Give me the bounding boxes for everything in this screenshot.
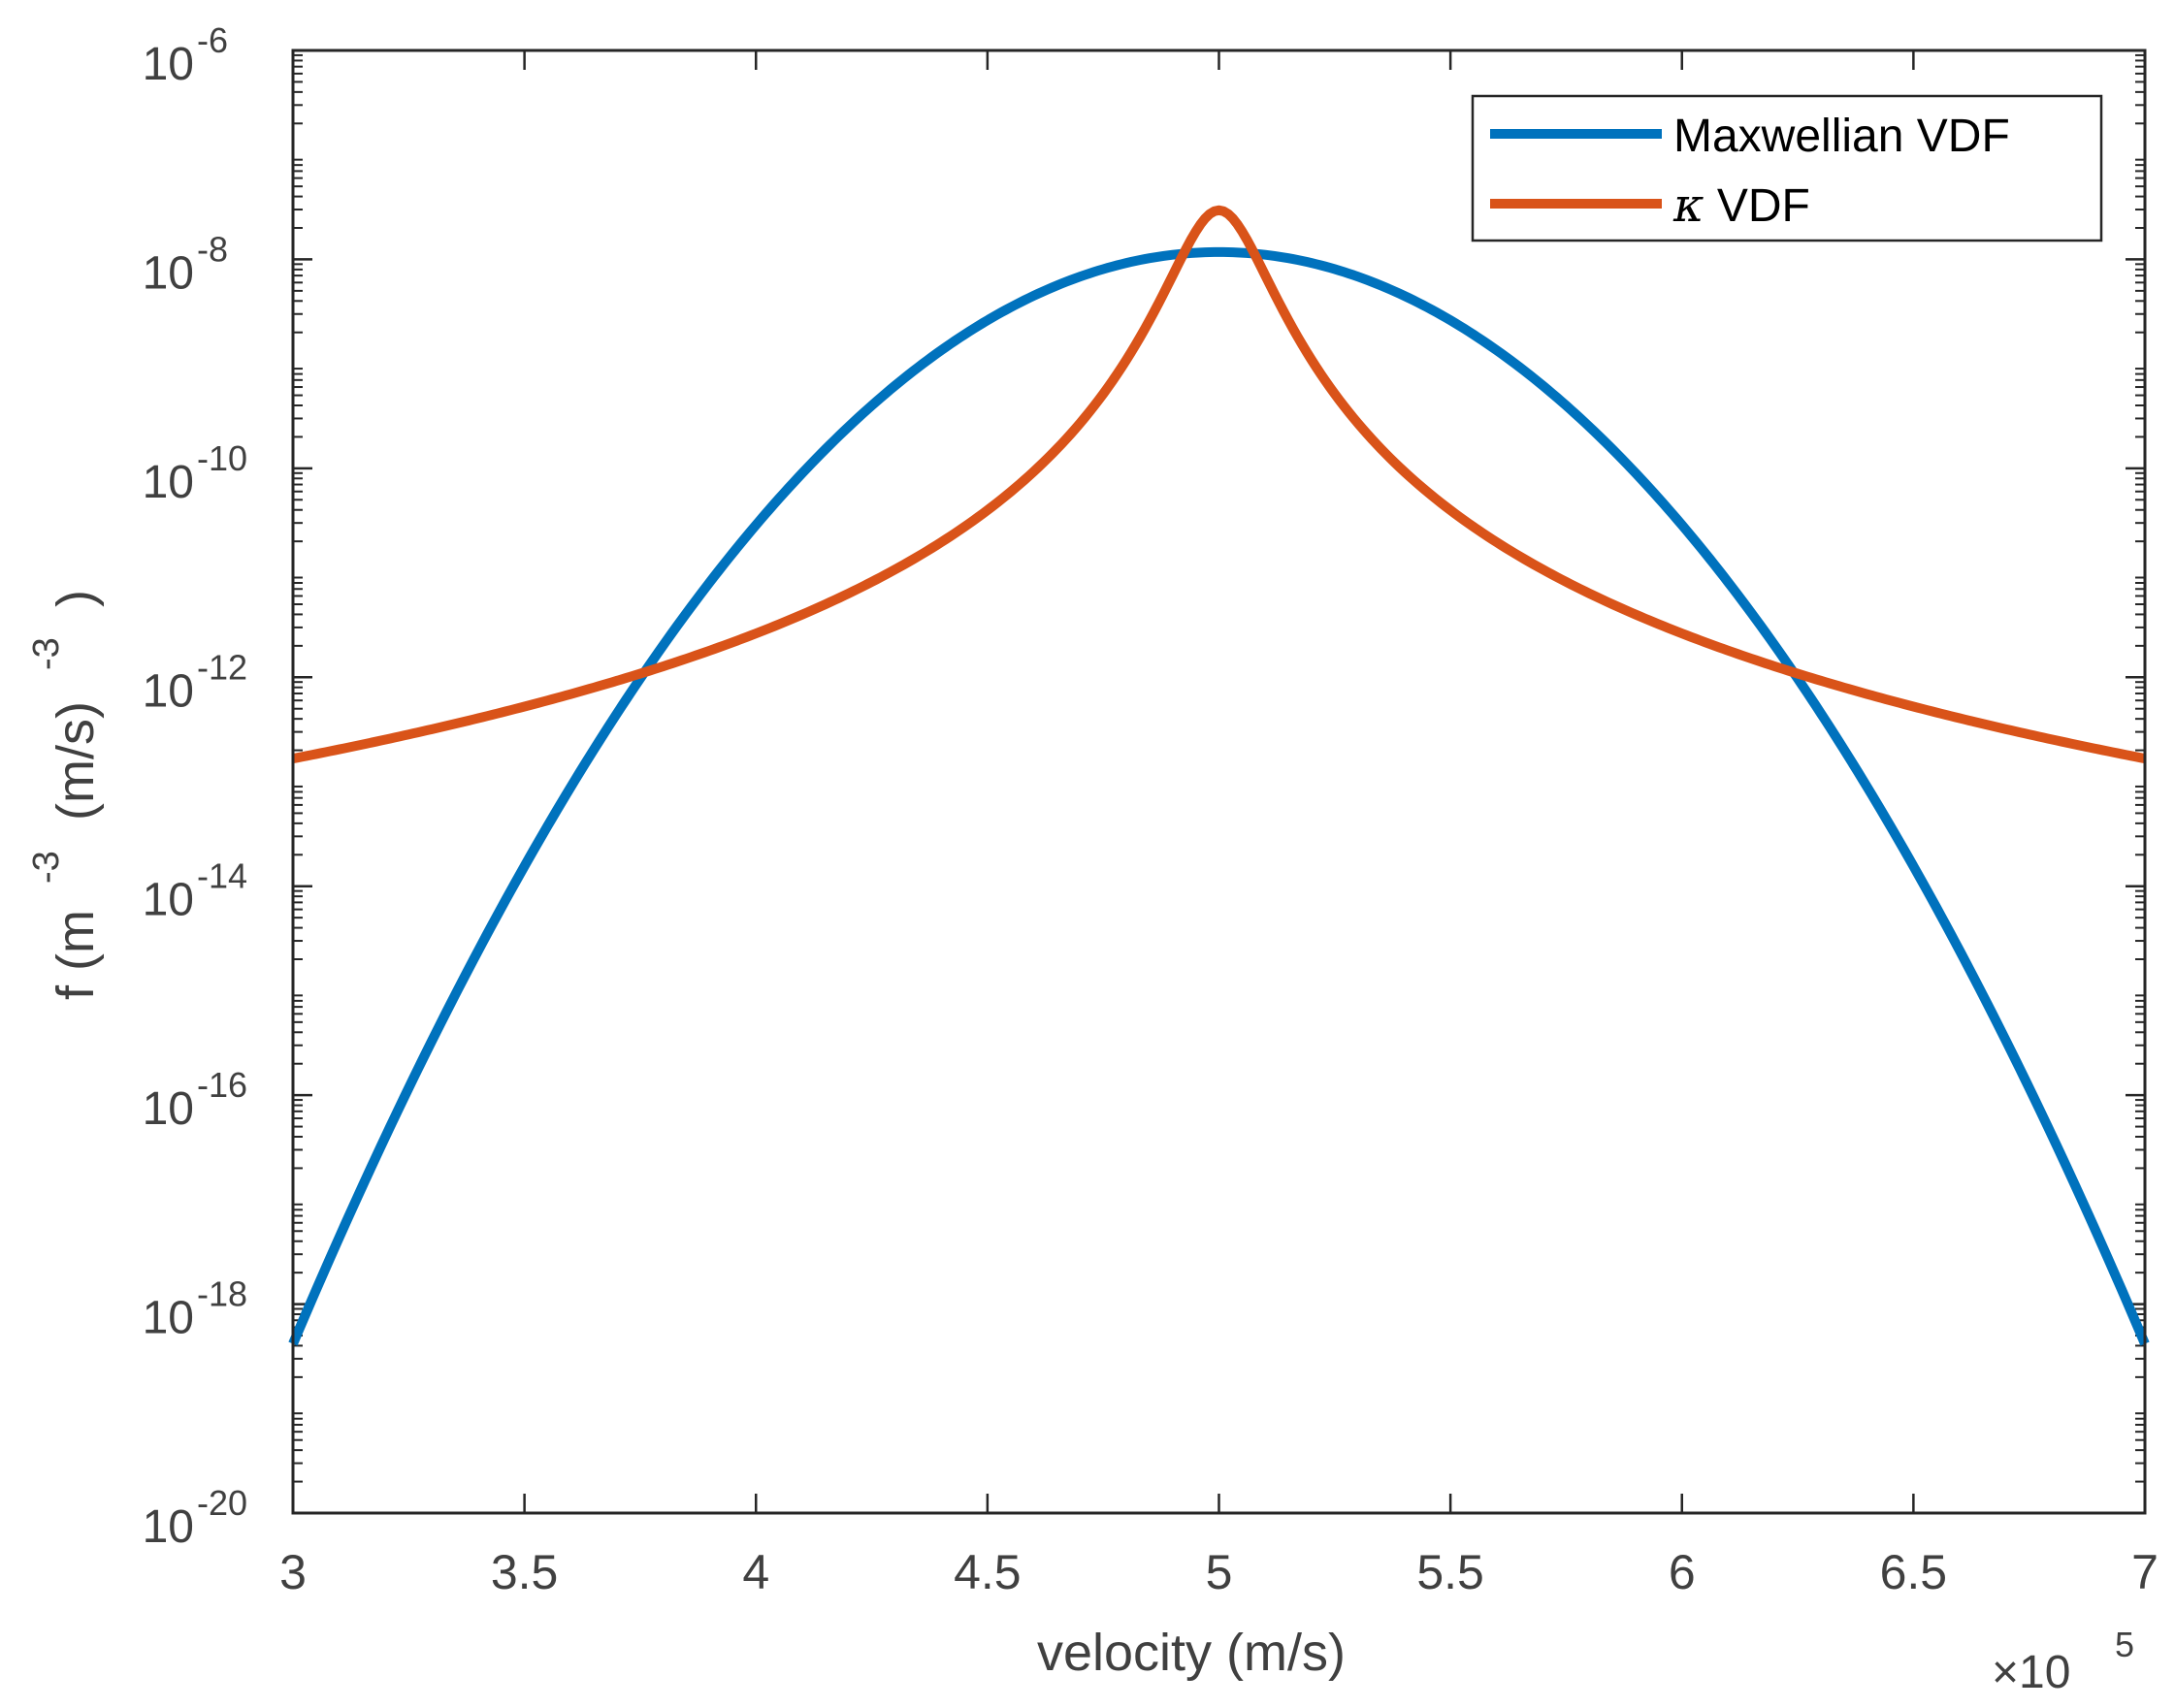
y-tick-label: 10	[143, 247, 194, 299]
axes-box	[291, 48, 2147, 1515]
y-tick-exponent: -10	[197, 438, 247, 478]
legend-box	[1471, 94, 2103, 242]
x-multiplier-base: ×10	[1992, 1647, 2070, 1698]
y-tick-label: 10	[143, 1293, 194, 1344]
y-tick-label: 10	[143, 457, 194, 508]
x-multiplier-exponent: 5	[2115, 1625, 2134, 1664]
y-tick-label: 10	[143, 1083, 194, 1135]
y-tick-exponent: -20	[197, 1483, 247, 1523]
kappa-symbol: κ	[1672, 178, 1704, 233]
maxwellian-curve	[288, 246, 2150, 1346]
y-tick-exponent: -16	[197, 1065, 247, 1105]
y-label-exp1: -3	[26, 851, 67, 884]
kappa-curve	[292, 205, 2146, 764]
y-tick-exponent: -12	[197, 647, 247, 687]
plot-area	[293, 50, 2145, 1513]
y-tick-exponent: -14	[197, 856, 247, 896]
legend-label-kappa: κ VDF	[1672, 178, 1810, 233]
x-axis-label: velocity (m/s)	[1037, 1624, 1346, 1682]
y-label-exp2: -3	[26, 637, 67, 670]
y-tick-label: 10	[143, 39, 194, 90]
legend: Maxwellian VDF κ VDF	[1471, 94, 2103, 242]
y-label-prefix: f (m	[47, 910, 105, 1000]
y-axis-label: f (m -3 (m/s) -3 )	[26, 590, 105, 1000]
x-tick-label: 6	[1669, 1545, 1696, 1599]
y-tick-label: 10	[143, 665, 194, 717]
x-tick-label: 4.5	[954, 1545, 1022, 1599]
y-tick-label: 10	[143, 875, 194, 926]
x-tick-label: 3.5	[491, 1545, 559, 1599]
y-label-suffix: )	[47, 590, 105, 607]
x-tick-label: 5.5	[1416, 1545, 1484, 1599]
x-tick-label: 4	[742, 1545, 769, 1599]
series-layer	[288, 205, 2150, 1346]
y-tick-exponent: -8	[197, 229, 228, 269]
legend-label-maxwellian: Maxwellian VDF	[1673, 111, 2010, 162]
x-tick-label: 5	[1206, 1545, 1233, 1599]
x-tick-label: 3	[279, 1545, 307, 1599]
y-tick-exponent: -6	[197, 20, 228, 60]
y-tick-exponent: -18	[197, 1274, 247, 1314]
y-tick-label: 10	[143, 1501, 194, 1553]
x-tick-label: 7	[2131, 1545, 2159, 1599]
kappa-label-rest: VDF	[1704, 180, 1809, 232]
y-minor-ticks	[293, 53, 2145, 1483]
x-tick-labels: 3 3.5 4 4.5 5 5.5 6 6.5 7	[279, 1545, 2159, 1599]
x-axis-multiplier: ×10 5	[1992, 1625, 2134, 1698]
y-label-mid: (m/s)	[47, 701, 105, 821]
x-tick-label: 6.5	[1880, 1545, 1948, 1599]
